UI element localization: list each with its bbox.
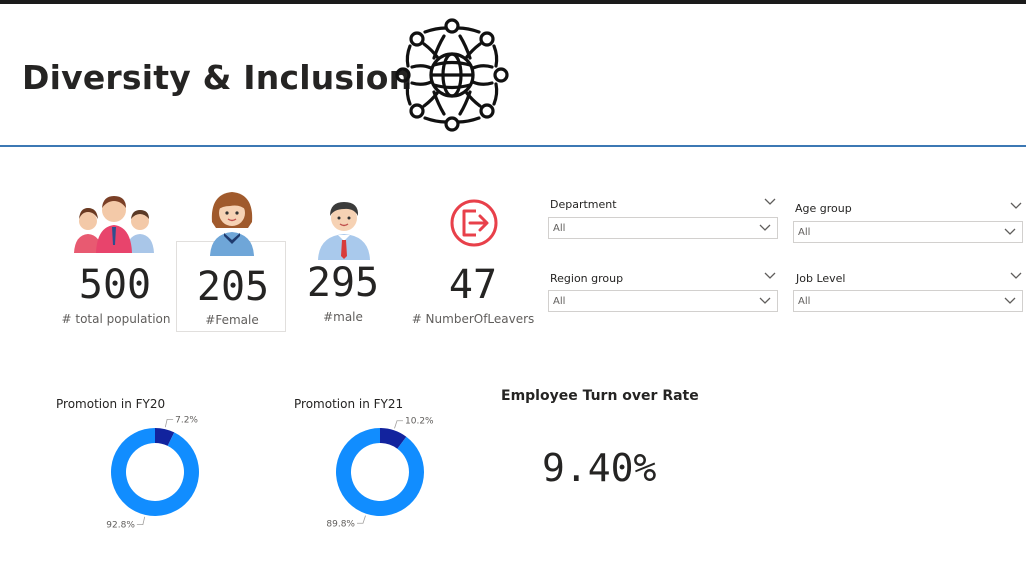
- donut-slice-0[interactable]: [380, 428, 407, 449]
- donut-leader-line: [394, 420, 404, 429]
- exit-icon: [450, 199, 498, 247]
- leavers-value: 47: [448, 262, 498, 308]
- male-label: #male: [323, 310, 363, 324]
- department-filter-title: Department: [550, 198, 617, 211]
- fy20-promotion-title: Promotion in FY20: [56, 397, 166, 411]
- chevron-down-icon[interactable]: [764, 198, 776, 206]
- age-group-selected-value: All: [798, 227, 811, 238]
- job-level-selected-value: All: [798, 296, 811, 307]
- fy21-promotion-donut[interactable]: 10.2% 89.8%: [305, 408, 475, 536]
- donut-leader-line: [164, 418, 174, 428]
- donut-data-label: 92.8%: [106, 521, 135, 531]
- region-group-filter-title: Region group: [550, 272, 624, 285]
- turnover-card-title: Employee Turn over Rate: [501, 388, 699, 404]
- donut-data-label: 10.2%: [405, 417, 434, 427]
- chevron-down-icon: [1004, 297, 1016, 304]
- chevron-down-icon: [1004, 228, 1016, 235]
- chevron-down-icon[interactable]: [764, 272, 776, 280]
- page-title: Diversity & Inclusion: [22, 58, 413, 97]
- department-selected-value: All: [553, 223, 566, 234]
- chevron-down-icon[interactable]: [1010, 272, 1022, 280]
- age-group-filter-title: Age group: [795, 202, 852, 215]
- total-population-value: 500: [78, 262, 152, 308]
- total-population-label: # total population: [61, 312, 171, 326]
- globe-people-icon: [395, 18, 509, 132]
- donut-slice-1[interactable]: [336, 428, 424, 516]
- fy21-promotion-title: Promotion in FY21: [294, 397, 404, 411]
- fy20-promotion-donut[interactable]: 7.2% 92.8%: [80, 408, 250, 536]
- donut-leader-line: [356, 515, 366, 524]
- chevron-down-icon: [759, 224, 771, 231]
- job-level-dropdown[interactable]: All: [793, 290, 1023, 312]
- female-avatar-icon: [210, 192, 254, 256]
- leavers-label: # NumberOfLeavers: [411, 312, 535, 326]
- donut-slice-1[interactable]: [111, 428, 199, 516]
- donut-data-label: 7.2%: [175, 415, 198, 425]
- age-group-dropdown[interactable]: All: [793, 221, 1023, 243]
- region-group-dropdown[interactable]: All: [548, 290, 778, 312]
- female-value: 205: [196, 264, 270, 310]
- job-level-filter-title: Job Level: [796, 272, 846, 285]
- donut-data-label: 89.8%: [326, 519, 355, 529]
- turnover-card-value: 9.40%: [542, 446, 657, 490]
- female-label: #Female: [205, 313, 259, 327]
- chevron-down-icon[interactable]: [1010, 202, 1022, 210]
- male-avatar-icon: [318, 202, 370, 260]
- donut-slice-0[interactable]: [155, 428, 175, 446]
- chevron-down-icon: [759, 297, 771, 304]
- male-value: 295: [306, 260, 380, 306]
- donut-leader-line: [136, 516, 146, 526]
- top-border: [0, 0, 1026, 4]
- header-divider: [0, 145, 1026, 147]
- region-group-selected-value: All: [553, 296, 566, 307]
- group-people-icon: [74, 196, 154, 253]
- department-dropdown[interactable]: All: [548, 217, 778, 239]
